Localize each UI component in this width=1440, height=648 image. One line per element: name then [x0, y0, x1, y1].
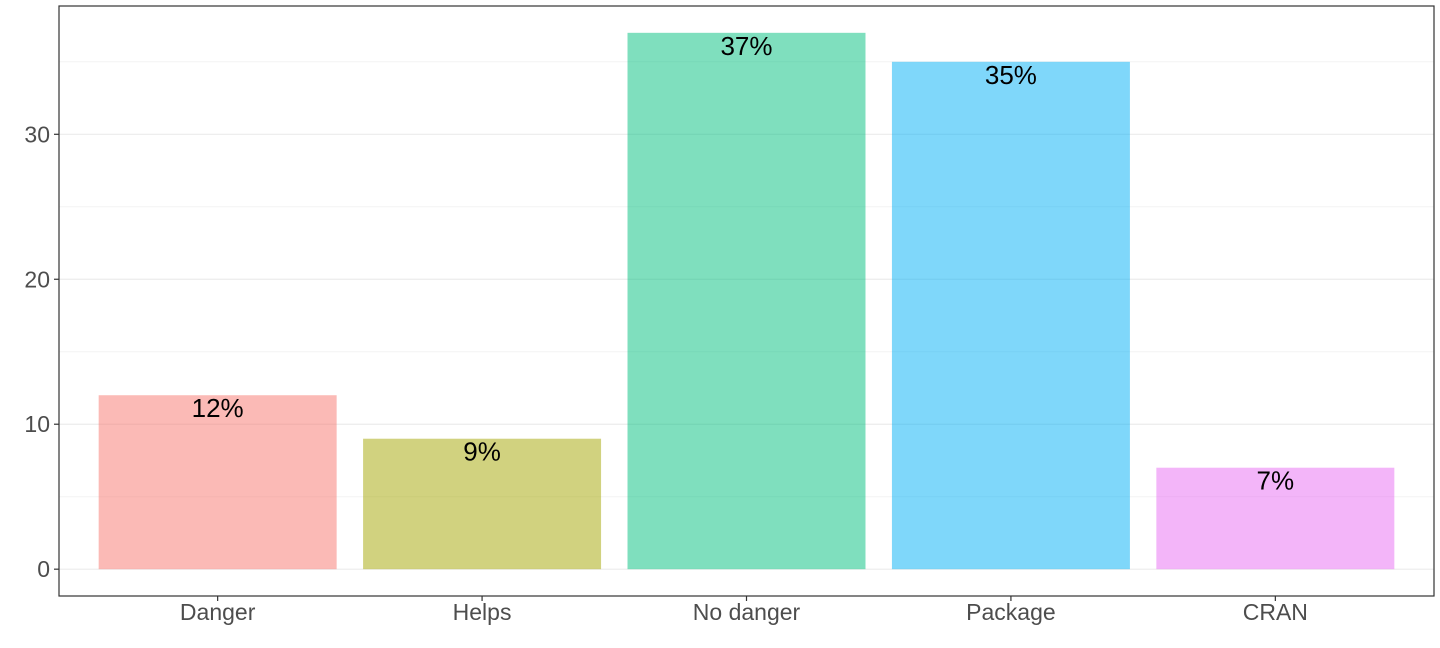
y-tick-label: 0	[37, 556, 50, 582]
bar-value-label: 37%	[720, 31, 772, 61]
y-tick-label: 30	[24, 121, 50, 147]
x-tick-label: Package	[966, 599, 1056, 625]
x-tick-label: CRAN	[1243, 599, 1308, 625]
bar-package	[891, 61, 1130, 570]
bar-value-label: 7%	[1257, 466, 1295, 496]
bar-cran	[1156, 467, 1395, 570]
x-axis: Danger Helps No danger Package CRAN	[180, 596, 1308, 625]
bar-no-danger	[627, 32, 866, 570]
bar-helps	[363, 438, 602, 570]
bar-value-label: 12%	[192, 393, 244, 423]
bars	[98, 32, 1395, 570]
x-tick-label: Danger	[180, 599, 256, 625]
bar-value-label: 35%	[985, 60, 1037, 90]
bar-danger	[98, 395, 337, 570]
y-tick-label: 20	[24, 266, 50, 292]
x-tick-label: Helps	[453, 599, 512, 625]
y-axis: 0 10 20 30	[24, 121, 59, 582]
y-tick-label: 10	[24, 411, 50, 437]
bar-value-label: 9%	[463, 437, 501, 467]
bar-value-labels: 12% 9% 37% 35% 7%	[192, 31, 1295, 496]
x-tick-label: No danger	[693, 599, 801, 625]
